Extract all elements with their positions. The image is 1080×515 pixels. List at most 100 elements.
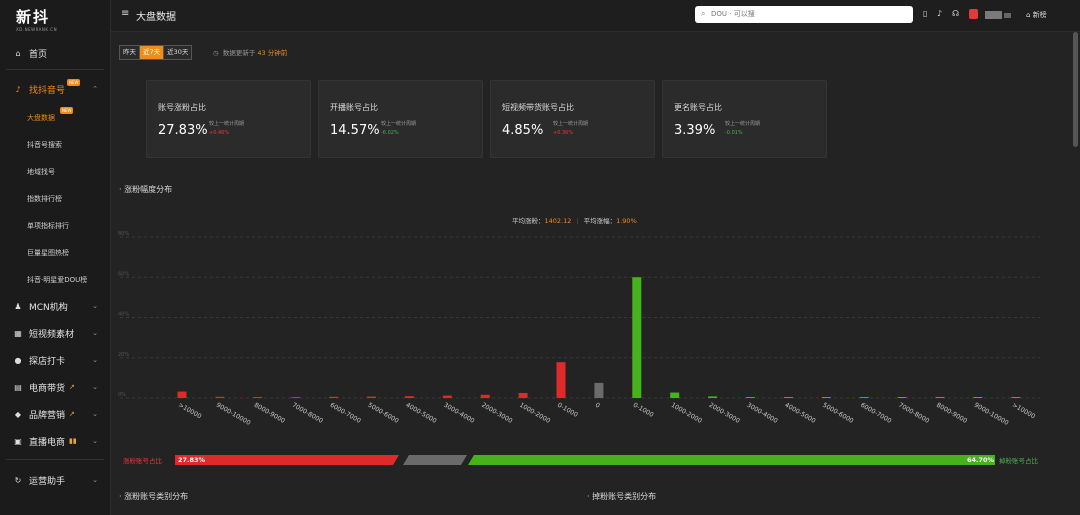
sidebar-item-label: 短视频素材 [29,329,75,340]
sidebar-item-ops-assistant[interactable]: ↻ 运营助手 ⌄ [0,468,110,492]
avg-fans-label: 平均涨粉： [512,217,545,225]
bar[interactable] [404,396,414,398]
sidebar-item-mcn[interactable]: ♟ MCN机构 ⌄ [0,294,110,318]
sidebar-item-home[interactable]: ⌂ 首页 [0,41,110,65]
chart-summary: 平均涨粉：1402.12 | 平均涨幅：1.90% [512,215,637,225]
update-time: 43 分钟前 [257,49,288,57]
range-7days[interactable]: 近7天 [139,46,164,59]
loss-ratio-segment [468,455,995,465]
sidebar-item-label: 品牌营销 [29,410,66,421]
x-tick-label: 8000-9000 [253,402,286,425]
bar[interactable] [177,391,187,398]
live-icon: ▣ [14,436,22,446]
bar[interactable] [821,397,831,398]
sidebar-item-video-material[interactable]: ▦ 短视频素材 ⌄ [0,321,110,345]
x-tick-label: 7000-8000 [897,402,930,425]
gain-ratio-value: 27.83% [178,456,206,464]
bar[interactable] [632,277,642,398]
sidebar-item-brand[interactable]: ◆ 品牌营销 ↗ ⌄ [0,402,110,426]
section-title-gain-category: · 涨粉账号类别分布 [119,492,189,501]
bar[interactable] [253,396,263,398]
bar[interactable] [708,396,718,398]
loss-ratio-value: 64.70% [967,456,995,464]
range-30days[interactable]: 近30天 [163,46,192,59]
sidebar-item-checkin[interactable]: ● 探店打卡 ⌄ [0,348,110,372]
logo[interactable]: 新抖 XD.NEWRANK.CN [16,6,57,32]
chevron-down-icon: ⌄ [92,410,98,418]
avatar[interactable] [985,11,1002,19]
bar[interactable] [367,396,376,398]
search-box[interactable]: ⌕ [695,6,913,23]
bar[interactable] [973,397,983,398]
divider [6,69,104,70]
sidebar-item-live-commerce[interactable]: ▣ 直播电商 ▮▮ ⌄ [0,429,110,453]
gain-ratio-segment [175,455,399,465]
range-yesterday[interactable]: 昨天 [120,46,139,59]
y-tick-label: 80% [118,231,129,237]
bar[interactable] [518,392,528,398]
update-note: ◷ 数据更新于 43 分钟前 [213,47,287,57]
headset-icon[interactable]: ☊ [952,9,960,18]
sidebar-item-label: 首页 [29,49,48,60]
y-tick-label: 0% [118,392,126,398]
sidebar-subitem-index-rank[interactable]: 指数排行榜 [27,195,62,203]
bar[interactable] [291,396,301,398]
sidebar-subitem-dapan[interactable]: 大盘数据 [27,114,55,122]
section-title-text: 掉粉账号类别分布 [592,492,657,501]
tiktok-icon[interactable]: ♪ [937,9,943,18]
divider [6,459,104,460]
bar[interactable] [897,397,907,398]
gift-icon[interactable] [969,9,978,19]
chevron-up-icon: ⌃ [92,85,98,93]
sidebar-subitem-search[interactable]: 抖音号搜索 [27,141,62,149]
x-tick-label: >10000 [1011,402,1036,421]
search-input[interactable] [711,8,901,20]
bar[interactable] [935,397,945,398]
bar[interactable] [215,396,225,398]
bar[interactable] [556,362,566,398]
sidebar-subitem-single-rank[interactable]: 单项指标排行 [27,222,69,230]
bar[interactable] [859,397,869,398]
sidebar-item-find-account[interactable]: ♪ 找抖音号 ⌃ [0,77,110,101]
sidebar-item-label: 电商带货 [29,383,66,394]
bar[interactable] [670,392,680,398]
sidebar: 新抖 XD.NEWRANK.CN ⌂ 首页 ♪ 找抖音号 ⌃ NEW 大盘数据 … [0,0,111,515]
stat-card-rename: 更名账号占比 3.39% 较上一统计周期 -0.01% [662,80,827,158]
x-tick-label: 4000-5000 [783,402,816,425]
y-tick-label: 20% [118,352,129,358]
card-compare-label: 较上一统计周期 [725,121,761,127]
grid-icon: ▦ [14,328,22,338]
sidebar-subitem-region[interactable]: 地域找号 [27,168,55,176]
date-range-selector: 昨天 近7天 近30天 [119,45,193,60]
sidebar-subitem-xingtu[interactable]: 巨量星图热榜 [27,249,69,257]
new-badge: NEW [67,79,81,86]
card-delta: +0.36% [553,130,574,136]
bar[interactable] [480,394,490,398]
card-title: 短视频带货账号占比 [502,103,574,112]
mobile-icon[interactable]: ▯ [923,9,928,18]
home-link[interactable]: ⌂ 新榜 [1026,10,1047,20]
sidebar-item-ecommerce[interactable]: ▤ 电商带货 ↗ ⌄ [0,375,110,399]
bar[interactable] [1011,397,1021,398]
avg-fans-value: 1402.12 [544,217,572,225]
chevron-down-icon: ⌄ [92,356,98,364]
bar-chart-icon: ▮▮ [69,437,77,445]
bar[interactable] [783,397,793,398]
loss-ratio-label: 掉粉账号占比 [999,457,1038,465]
bar[interactable] [442,395,452,398]
card-delta: -6.02% [381,130,399,136]
card-title: 账号涨粉占比 [158,103,206,112]
trend-icon: ↗ [69,410,75,418]
tool-icon: ↻ [14,475,22,485]
sidebar-subitem-star-dou[interactable]: 抖音·明星爱DOU榜 [27,276,88,284]
y-tick-label: 40% [118,312,129,318]
card-compare-label: 较上一统计周期 [553,121,589,127]
bar[interactable] [329,396,339,398]
bar[interactable] [746,396,755,398]
scrollbar[interactable] [1073,32,1078,147]
card-delta: +0.46% [209,130,230,136]
avatar-badge [1004,13,1011,18]
bar[interactable] [594,382,604,398]
x-tick-label: 5000-6000 [821,402,854,425]
menu-icon[interactable]: ≡ [121,8,130,19]
